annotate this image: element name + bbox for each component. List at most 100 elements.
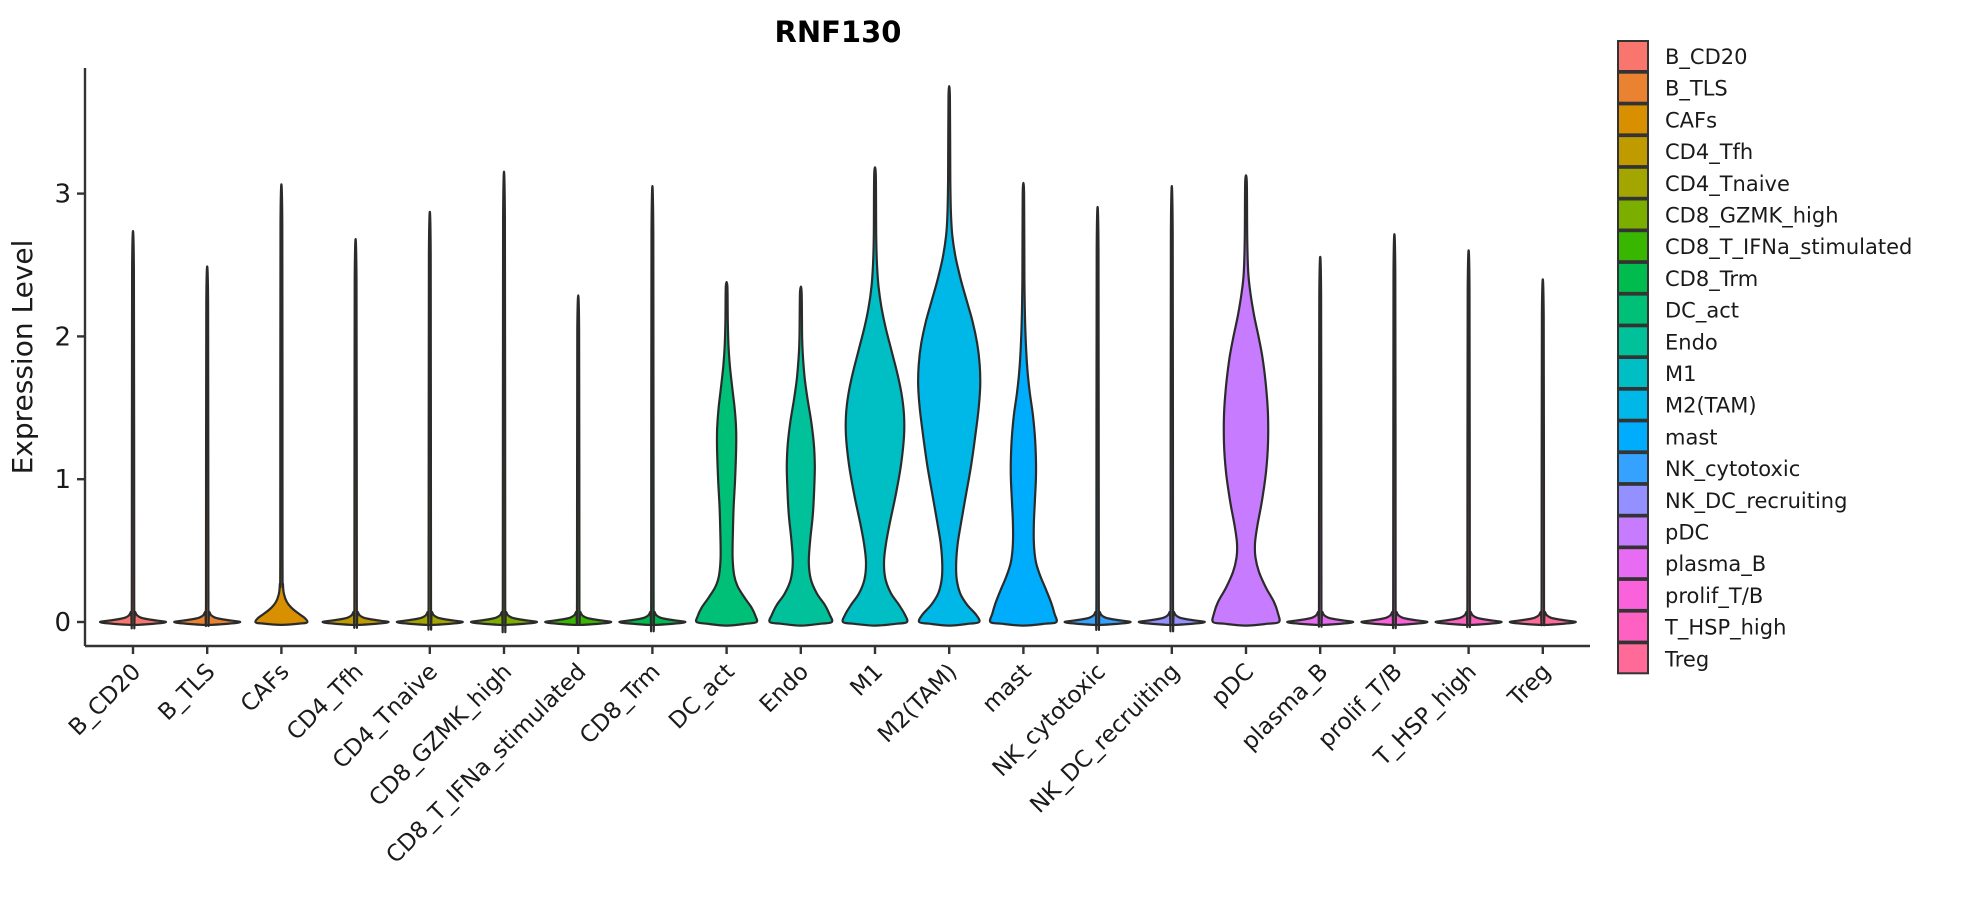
legend-swatch-T_HSP_high xyxy=(1617,610,1649,643)
legend-item: Treg xyxy=(1617,642,1709,675)
legend-swatch-B_CD20 xyxy=(1617,40,1649,72)
y-tick-label-1: 1 xyxy=(54,465,71,495)
legend-label-NK_cytotoxic: NK_cytotoxic xyxy=(1665,457,1800,482)
legend-item: NK_DC_recruiting xyxy=(1617,483,1847,516)
legend-item: mast xyxy=(1617,420,1718,453)
legend-label-CD8_GZMK_high: CD8_GZMK_high xyxy=(1665,204,1839,229)
legend-label-Treg: Treg xyxy=(1664,647,1709,671)
legend-item: prolif_T/B xyxy=(1617,578,1763,611)
x-tick-label-B_CD20: B_CD20 xyxy=(64,659,146,741)
legend-item: M1 xyxy=(1617,357,1696,389)
x-tick-label-pDC: pDC xyxy=(1207,659,1260,712)
legend-item: Endo xyxy=(1617,325,1718,358)
legend-item: B_CD20 xyxy=(1617,40,1747,72)
legend-label-DC_act: DC_act xyxy=(1665,299,1739,324)
violin-B_TLS xyxy=(173,265,242,628)
x-tick-label-CD8_GZMK_high: CD8_GZMK_high xyxy=(364,659,517,812)
legend-swatch-mast xyxy=(1617,420,1649,453)
legend-label-NK_DC_recruiting: NK_DC_recruiting xyxy=(1665,489,1847,514)
legend-label-M2(TAM): M2(TAM) xyxy=(1665,394,1757,418)
violin-plasma_B xyxy=(1286,256,1355,628)
violin-pDC xyxy=(1211,174,1281,627)
legend-swatch-CD8_T_IFNa_stimulated xyxy=(1617,230,1649,263)
legend-swatch-NK_DC_recruiting xyxy=(1617,483,1649,516)
violin-Treg xyxy=(1508,278,1577,627)
legend-item: CD8_Trm xyxy=(1617,261,1758,294)
legend-item: M2(TAM) xyxy=(1617,388,1757,421)
legend-label-B_CD20: B_CD20 xyxy=(1665,45,1747,70)
legend-label-B_TLS: B_TLS xyxy=(1665,77,1728,102)
legend-swatch-pDC xyxy=(1617,515,1649,548)
legend-label-prolif_T/B: prolif_T/B xyxy=(1665,584,1763,609)
legend-label-mast: mast xyxy=(1665,425,1718,449)
violin-B_CD20 xyxy=(98,230,168,630)
legend-label-CD8_T_IFNa_stimulated: CD8_T_IFNa_stimulated xyxy=(1665,235,1912,260)
legend-item: B_TLS xyxy=(1617,71,1728,104)
violins-group xyxy=(98,85,1577,634)
x-tick-label-Treg: Treg xyxy=(1503,659,1556,712)
legend-swatch-CAFs xyxy=(1617,103,1649,136)
violin-CD8_Trm xyxy=(618,185,687,633)
legend-label-CD8_Trm: CD8_Trm xyxy=(1665,267,1758,292)
violin-T_HSP_high xyxy=(1434,249,1503,629)
violin-prolif_T/B xyxy=(1360,233,1429,630)
legend-label-T_HSP_high: T_HSP_high xyxy=(1664,616,1786,641)
violin-NK_cytotoxic xyxy=(1063,206,1132,631)
legend-label-CAFs: CAFs xyxy=(1665,108,1717,132)
x-tick-label-M1: M1 xyxy=(845,659,888,702)
legend-swatch-CD8_Trm xyxy=(1617,261,1649,294)
legend-swatch-CD4_Tnaive xyxy=(1617,166,1649,199)
legend-item: CD4_Tfh xyxy=(1617,135,1753,168)
legend-swatch-Endo xyxy=(1617,325,1649,358)
legend-item: T_HSP_high xyxy=(1617,610,1786,643)
legend-swatch-Treg xyxy=(1617,642,1649,675)
violin-DC_act xyxy=(694,280,759,627)
violin-CAFs xyxy=(254,183,309,626)
x-tick-label-Endo: Endo xyxy=(755,659,814,718)
legend-label-Endo: Endo xyxy=(1665,330,1718,354)
legend-label-pDC: pDC xyxy=(1665,521,1709,545)
legend-label-M1: M1 xyxy=(1665,362,1696,386)
legend-swatch-CD4_Tfh xyxy=(1617,135,1649,168)
x-tick-label-mast: mast xyxy=(978,659,1037,718)
violin-M2(TAM) xyxy=(917,85,982,627)
x-tick-label-B_TLS: B_TLS xyxy=(153,659,220,726)
y-axis-label: Expression Level xyxy=(6,240,39,475)
legend-item: CD8_GZMK_high xyxy=(1617,198,1839,231)
legend-item: CAFs xyxy=(1617,103,1717,136)
violin-Endo xyxy=(768,285,834,627)
violin-CD4_Tnaive xyxy=(395,211,464,631)
legend-swatch-M2(TAM) xyxy=(1617,388,1649,421)
violin-CD8_GZMK_high xyxy=(469,170,539,634)
legend-item: CD4_Tnaive xyxy=(1617,166,1790,199)
legend-label-CD4_Tnaive: CD4_Tnaive xyxy=(1665,172,1790,197)
x-tick-label-CAFs: CAFs xyxy=(236,659,295,718)
x-tick-label-M2(TAM): M2(TAM) xyxy=(873,659,962,748)
legend-item: plasma_B xyxy=(1617,547,1766,580)
legend-item: CD8_T_IFNa_stimulated xyxy=(1617,230,1912,263)
violin-CD8_T_IFNa_stimulated xyxy=(544,294,613,626)
x-tick-labels-group: B_CD20 B_TLS CAFsCD4_TfhCD4_TnaiveCD8_GZMK… xyxy=(64,646,1556,869)
x-tick-label-CD8_Trm: CD8_Trm xyxy=(575,659,666,750)
y-tick-label-3: 3 xyxy=(54,180,71,210)
legend-item: NK_cytotoxic xyxy=(1617,452,1800,485)
violin-mast xyxy=(988,181,1058,627)
violin-NK_DC_recruiting xyxy=(1137,185,1206,633)
legend-swatch-DC_act xyxy=(1617,293,1649,326)
legend-swatch-M1 xyxy=(1617,357,1649,389)
y-tick-labels-group: 0 1 2 3 xyxy=(54,180,85,638)
legend-swatch-B_TLS xyxy=(1617,71,1649,104)
violin-M1 xyxy=(841,166,909,627)
x-tick-label-DC_act: DC_act xyxy=(664,659,740,735)
legend-label-plasma_B: plasma_B xyxy=(1665,552,1766,577)
legend-swatch-NK_cytotoxic xyxy=(1617,452,1649,485)
legend-label-CD4_Tfh: CD4_Tfh xyxy=(1665,140,1753,165)
legend-item: DC_act xyxy=(1617,293,1739,326)
violin-CD4_Tfh xyxy=(321,238,390,629)
chart-title: RNF130 xyxy=(775,15,902,49)
legend-swatch-CD8_GZMK_high xyxy=(1617,198,1649,231)
axes-group xyxy=(83,68,1590,648)
y-tick-label-0: 0 xyxy=(54,608,71,638)
